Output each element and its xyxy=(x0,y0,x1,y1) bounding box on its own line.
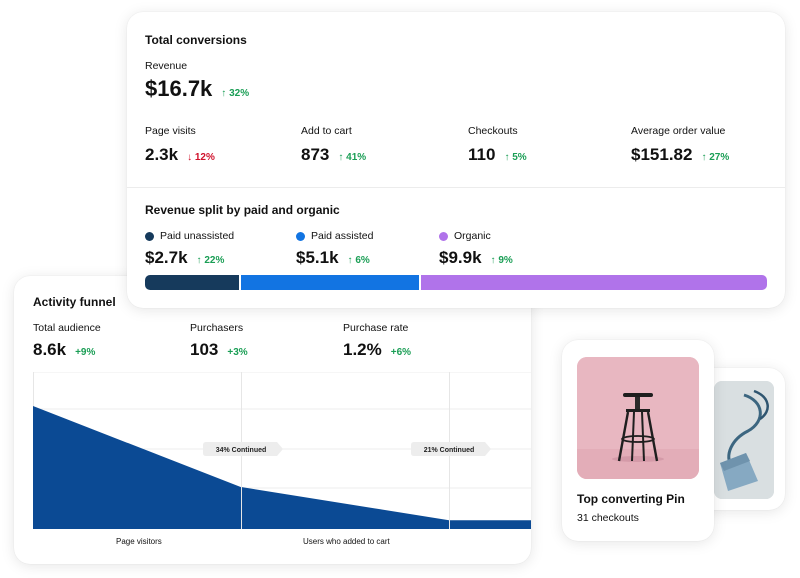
metric-value: 110 xyxy=(468,145,496,164)
top-pin-title: Top converting Pin xyxy=(577,492,685,506)
arrow-up-icon: ↑ xyxy=(490,255,496,266)
metric-label: Page visits xyxy=(145,125,196,137)
metric-value: 873 xyxy=(301,145,330,164)
segment-organic: Organic $9.9k ↑ 9% xyxy=(439,230,513,268)
segment-label: Paid assisted xyxy=(311,230,374,242)
metric-average-order-value: Average order value $151.82 ↑ 27% xyxy=(631,125,729,165)
funnel-metric-total-audience: Total audience 8.6k +9% xyxy=(33,322,101,360)
funnel-metric-label: Purchase rate xyxy=(343,322,409,334)
funnel-axis-label: Page visitors xyxy=(116,537,162,546)
segment-paid-unassisted: Paid unassisted $2.7k ↑ 22% xyxy=(145,230,234,268)
metric-label: Checkouts xyxy=(468,125,518,137)
revenue-row: $16.7k ↑ 32% xyxy=(145,76,249,102)
total-conversions-title: Total conversions xyxy=(145,33,247,47)
section-divider xyxy=(127,187,785,188)
metric-label: Average order value xyxy=(631,125,726,137)
revenue-change: ↑ 32% xyxy=(221,88,249,99)
activity-funnel-card: Activity funnel Total audience 8.6k +9% … xyxy=(14,276,531,564)
funnel-area-added-to-cart xyxy=(242,487,449,529)
legend-dot-icon xyxy=(296,231,305,241)
segment-change-value: 6% xyxy=(355,255,370,266)
funnel-metric-value: 8.6k xyxy=(33,340,67,359)
segment-change-value: 9% xyxy=(498,255,513,266)
metric-page-visits: Page visits 2.3k ↓ 12% xyxy=(145,125,215,165)
segment-change: ↑ 6% xyxy=(348,255,370,266)
funnel-chart: 34% Continued 21% Continued xyxy=(33,372,531,529)
segment-paid-assisted: Paid assisted $5.1k ↑ 6% xyxy=(296,230,373,268)
funnel-metric-change: +9% xyxy=(75,347,96,358)
split-bar-gap xyxy=(239,275,242,290)
segment-change-value: 22% xyxy=(204,255,225,266)
funnel-metric-purchasers: Purchasers 103 +3% xyxy=(190,322,248,360)
funnel-metric-value: 103 xyxy=(190,340,219,359)
legend-dot-icon xyxy=(145,231,154,241)
arrow-up-icon: ↑ xyxy=(504,152,510,163)
metric-checkouts: Checkouts 110 ↑ 5% xyxy=(468,125,527,165)
split-bar-segment xyxy=(145,275,240,290)
segment-value: $5.1k xyxy=(296,248,339,267)
funnel-axis-label: Users who added to cart xyxy=(303,537,390,546)
metric-change-value: 27% xyxy=(709,152,730,163)
metric-change-value: 5% xyxy=(512,152,527,163)
revenue-change-value: 32% xyxy=(229,88,250,99)
arrow-down-icon: ↓ xyxy=(187,152,193,163)
metric-change: ↓ 12% xyxy=(187,152,215,163)
arrow-up-icon: ↑ xyxy=(701,152,707,163)
funnel-metric-change: +3% xyxy=(227,347,248,358)
segment-label: Paid unassisted xyxy=(160,230,235,242)
metric-add-to-cart: Add to cart 873 ↑ 41% xyxy=(301,125,366,165)
legend-dot-icon xyxy=(439,231,448,241)
continued-pill-label: 34% Continued xyxy=(216,447,267,454)
stool-product-image xyxy=(577,357,699,479)
continued-pill-bg xyxy=(203,442,283,456)
metric-change: ↑ 5% xyxy=(504,152,526,163)
metric-change: ↑ 27% xyxy=(701,152,729,163)
segment-change: ↑ 22% xyxy=(197,255,225,266)
segment-value: $9.9k xyxy=(439,248,482,267)
total-conversions-card: Total conversions Revenue $16.7k ↑ 32% P… xyxy=(127,12,785,308)
continued-pill: 21% Continued xyxy=(411,442,491,456)
metric-value: $151.82 xyxy=(631,145,693,164)
continued-pill: 34% Continued xyxy=(203,442,283,456)
segment-label: Organic xyxy=(454,230,491,242)
metric-value: 2.3k xyxy=(145,145,179,164)
revenue-split-bar xyxy=(145,275,767,290)
funnel-area-page-visitors xyxy=(33,406,241,529)
activity-funnel-title: Activity funnel xyxy=(33,295,116,309)
revenue-label: Revenue xyxy=(145,60,188,72)
continued-pill-bg xyxy=(411,442,491,456)
arrow-up-icon: ↑ xyxy=(338,152,344,163)
top-converting-pin-card[interactable]: Top converting Pin 31 checkouts xyxy=(562,340,714,541)
metric-change-value: 12% xyxy=(194,152,215,163)
top-pin-subtitle: 31 checkouts xyxy=(577,512,639,524)
funnel-metric-label: Total audience xyxy=(33,322,101,334)
arrow-up-icon: ↑ xyxy=(221,88,227,99)
funnel-metric-change: +6% xyxy=(390,347,412,358)
metric-change-value: 41% xyxy=(346,152,367,163)
bag-product-image xyxy=(714,381,774,499)
arrow-up-icon: ↑ xyxy=(196,255,202,266)
arrow-up-icon: ↑ xyxy=(347,255,353,266)
metric-change: ↑ 41% xyxy=(338,152,366,163)
segment-change: ↑ 9% xyxy=(491,255,513,266)
segment-value: $2.7k xyxy=(145,248,188,267)
split-bar-segment xyxy=(421,275,767,290)
funnel-metric-label: Purchasers xyxy=(190,322,244,334)
split-bar-gap xyxy=(419,275,422,290)
revenue-split-title: Revenue split by paid and organic xyxy=(145,203,340,217)
funnel-metric-purchase-rate: Purchase rate 1.2% +6% xyxy=(343,322,411,360)
metric-label: Add to cart xyxy=(301,125,352,137)
continued-pill-label: 21% Continued xyxy=(424,447,475,454)
revenue-value: $16.7k xyxy=(145,76,213,101)
funnel-metric-value: 1.2% xyxy=(343,340,382,359)
funnel-area-final xyxy=(450,520,531,529)
split-bar-segment xyxy=(241,275,420,290)
